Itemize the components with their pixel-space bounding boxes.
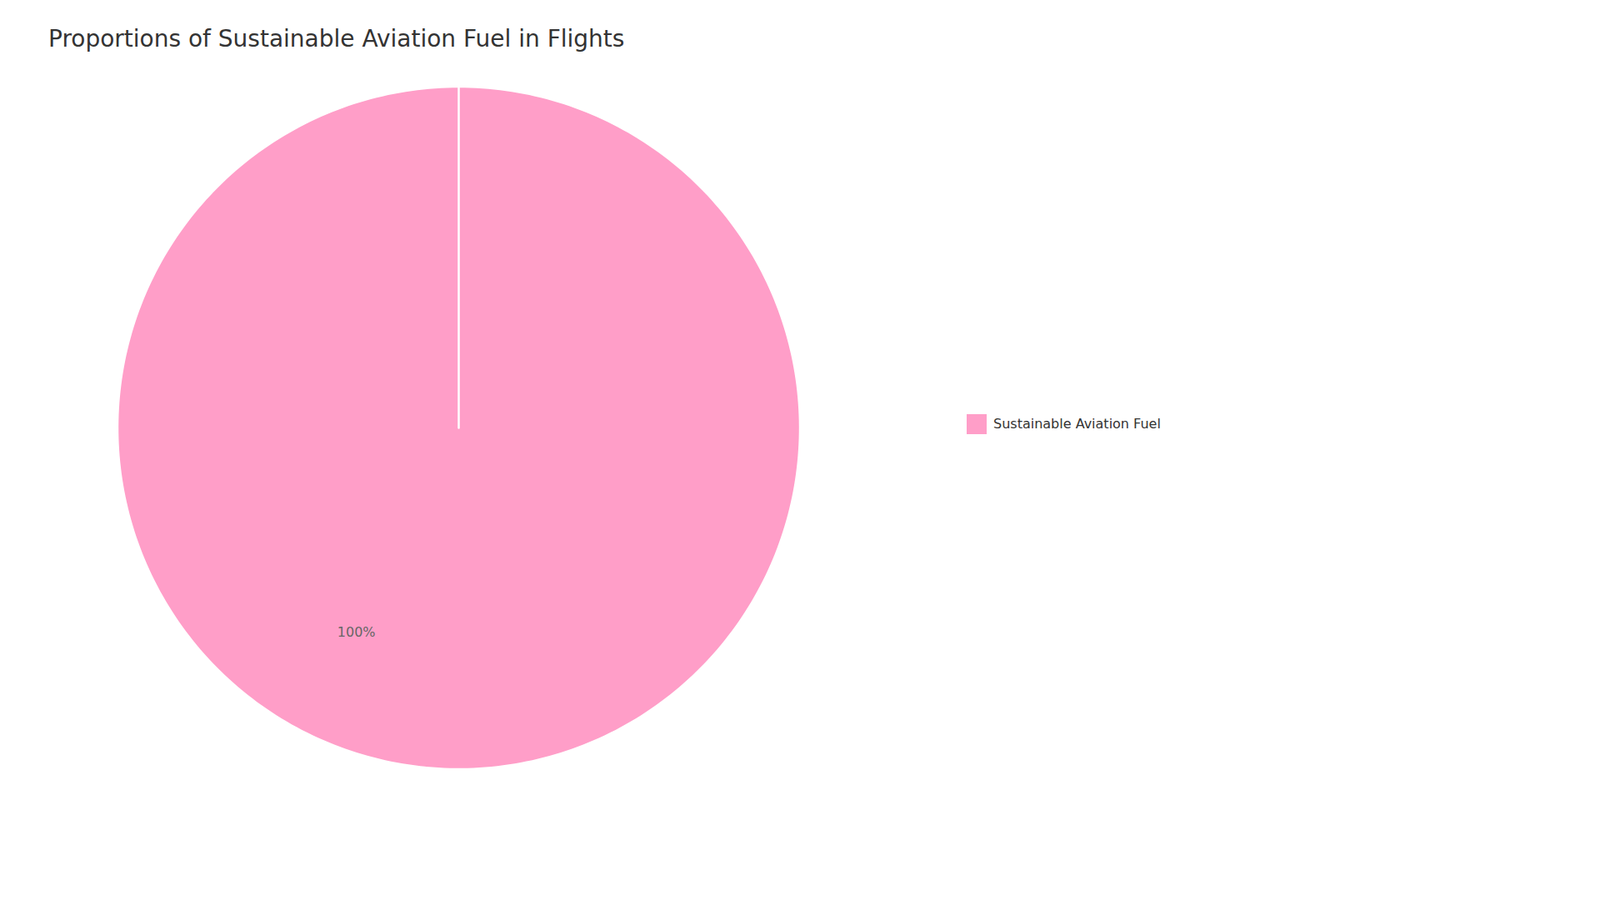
html-text:Proportions of Sustainable Avi: Proportions of Sustainable Aviation Fuel…	[48, 25, 625, 53]
html-text:Sustainable Aviation Fuel: Sustainable Aviation Fuel	[993, 415, 1161, 432]
svg-text:100%: 100%	[337, 624, 376, 640]
